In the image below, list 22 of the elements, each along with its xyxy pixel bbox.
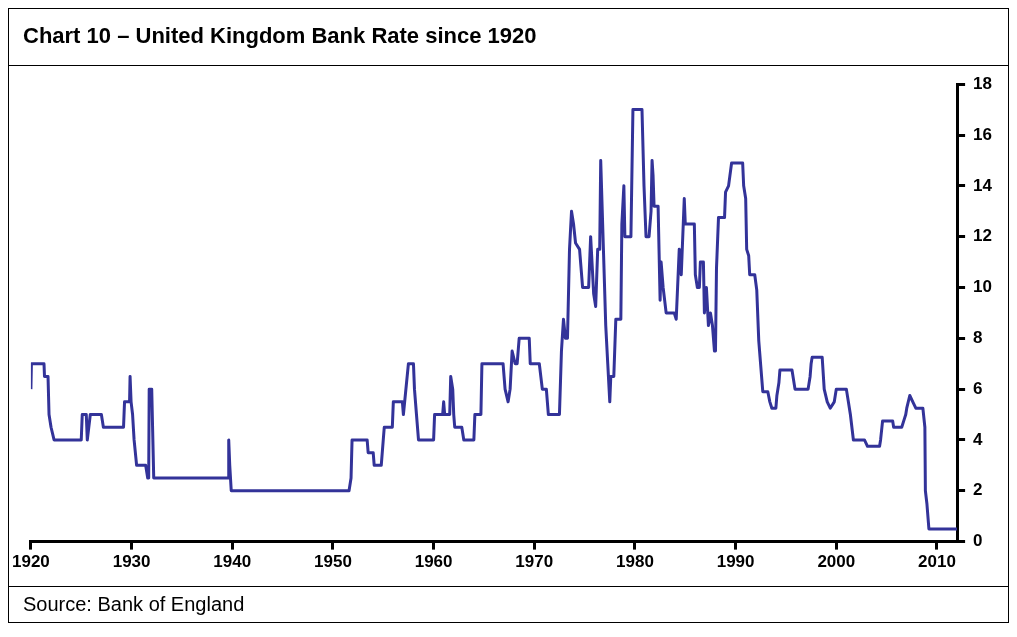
y-tick-label: 0 (973, 531, 983, 551)
x-tick-label: 1940 (213, 552, 252, 572)
y-tick-label: 2 (973, 480, 983, 500)
y-tick-label: 12 (973, 226, 993, 246)
y-tick-label: 6 (973, 378, 983, 398)
x-tick-label: 1960 (414, 552, 453, 572)
source-note: Source: Bank of England (9, 586, 1008, 622)
y-tick-label: 4 (973, 429, 984, 449)
chart-title: Chart 10 – United Kingdom Bank Rate since 1920 (9, 9, 1008, 66)
x-tick-label: 1980 (616, 552, 654, 572)
x-tick-label: 1920 (12, 552, 50, 572)
x-tick-label: 1990 (716, 552, 755, 572)
y-tick-label: 18 (973, 73, 993, 93)
x-tick-label: 1930 (112, 552, 151, 572)
y-tick-label: 10 (973, 277, 993, 297)
y-tick-label: 16 (973, 124, 993, 144)
x-tick-label: 2010 (918, 552, 956, 572)
x-tick-label: 1970 (515, 552, 554, 572)
x-tick-label: 2000 (817, 552, 856, 572)
y-tick-label: 14 (973, 175, 993, 195)
y-tick-label: 8 (973, 328, 983, 347)
x-tick-label: 1950 (314, 552, 352, 572)
